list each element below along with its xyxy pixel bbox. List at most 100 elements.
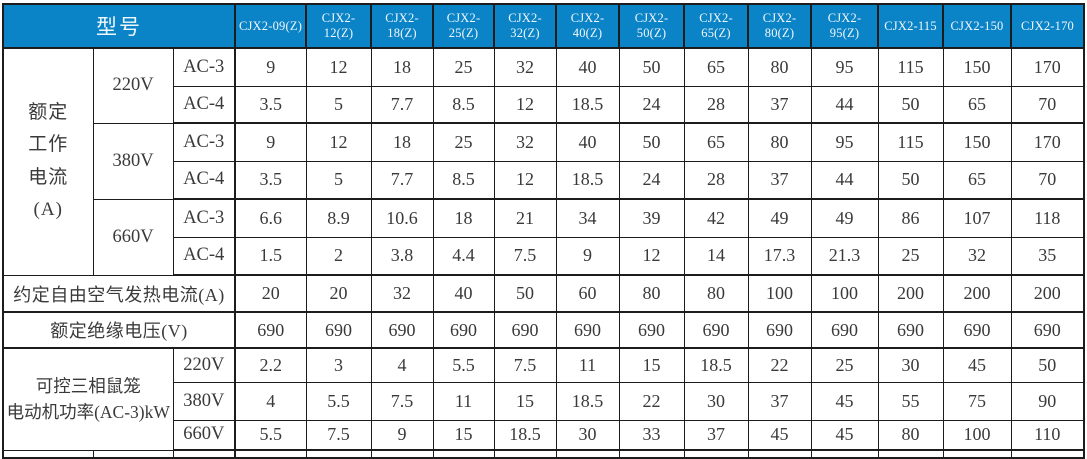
table-row-220v-ac4: AC-4 3.5 5 7.7 8.5 12 18.5 24 28 37 44 50 65 70: [3, 85, 1085, 124]
model-header-cell: CJX2-25(Z): [432, 3, 496, 49]
value-cell: 18.5: [493, 419, 557, 451]
value-cell: 115: [877, 47, 944, 87]
value-cell: 30: [877, 347, 944, 383]
value-cell: 45: [810, 419, 879, 451]
value-cell: 70: [1010, 85, 1085, 124]
voltage-label-220v: 220V: [92, 47, 174, 124]
value-cell: 42: [683, 198, 749, 238]
value-cell: 21: [493, 198, 557, 238]
value-cell: 18.5: [555, 381, 620, 421]
model-header-cell: CJX2-95(Z): [810, 3, 880, 49]
table-row-thermal-current: 约定自由空气发热电流(A) 20 20 32 40 50 60 80 80 100 100 200 2…: [2, 274, 1085, 313]
value-cell: 35: [1010, 236, 1085, 276]
value-cell: 690: [942, 311, 1012, 349]
spec-table: 型号 CJX2-09(Z) CJX2-12(Z) CJX2-18(Z) CJX2-25…: [1, 3, 1085, 459]
table-row-220v-ac3: 额定 工作 电流 (A) 220V AC-3 9 12 18 25 32 40 50 65 80…: [2, 47, 1085, 276]
value-cell: 150: [942, 47, 1012, 87]
value-cell: 80: [683, 274, 749, 313]
value-cell: 37: [747, 85, 812, 124]
value-cell: 4: [370, 347, 434, 383]
voltage-label-660v: 660V: [92, 198, 174, 276]
table-row-power-660v: 660V 5.5 7.5 9 15 18.5 30 33 37 45 45 80 100 110: [3, 419, 1085, 451]
value-cell: 33: [618, 419, 685, 451]
value-cell: 8.9: [305, 198, 372, 238]
value-cell: 6.6: [234, 198, 307, 238]
value-cell: 37: [683, 419, 749, 451]
value-cell: 7.5: [370, 381, 434, 421]
value-cell: 2: [305, 236, 372, 276]
model-header-cell: CJX2-09(Z): [234, 3, 308, 49]
value-cell: 50: [877, 160, 944, 200]
value-cell: 11: [555, 347, 620, 383]
value-cell: 7.7: [370, 85, 434, 124]
value-cell: 15: [493, 381, 557, 421]
value-cell: 30: [683, 381, 749, 421]
value-cell: 30: [555, 419, 620, 451]
value-cell: 18.5: [555, 85, 620, 124]
value-cell: 5: [305, 160, 372, 200]
value-cell: 10.6: [370, 198, 434, 238]
value-cell: 200: [942, 274, 1012, 313]
value-cell: 5.5: [305, 381, 372, 421]
value-cell: 200: [1010, 274, 1085, 313]
value-cell: 5: [305, 85, 372, 124]
model-header-cell: CJX2-32(Z): [493, 3, 558, 49]
model-header-cell: CJX2-150: [942, 3, 1013, 49]
value-cell: 49: [747, 198, 812, 238]
model-header-cell: CJX2-170: [1010, 3, 1085, 49]
value-cell: 50: [493, 274, 557, 313]
cutoff-row: [2, 449, 1085, 458]
value-cell: 7.5: [305, 419, 372, 451]
value-cell: 45: [942, 347, 1012, 383]
value-cell: 12: [493, 160, 557, 200]
value-cell: 22: [618, 381, 685, 421]
value-cell: 65: [683, 47, 749, 87]
model-header-cell: CJX2-50(Z): [618, 3, 686, 49]
value-cell: 40: [555, 47, 620, 87]
category-label-ac3: AC-3: [172, 122, 237, 162]
value-cell: 39: [618, 198, 685, 238]
value-cell: 9: [370, 419, 434, 451]
category-label-ac4: AC-4: [172, 160, 237, 200]
table-row-insulation-voltage: 额定绝缘电压(V) 690 690 690 690 690 690 690 690 690 690…: [2, 311, 1085, 349]
value-cell: 5.5: [432, 347, 495, 383]
value-cell: 9: [234, 47, 307, 87]
voltage-label-220v: 220V: [172, 347, 237, 383]
value-cell: 690: [810, 311, 879, 349]
value-cell: 32: [493, 122, 557, 162]
value-cell: 80: [747, 47, 812, 87]
model-header-cell: CJX2-18(Z): [370, 3, 435, 49]
value-cell: 50: [618, 47, 685, 87]
thermal-current-label: 约定自由空气发热电流(A): [2, 274, 237, 313]
model-header-cell: CJX2-115: [877, 3, 945, 49]
value-cell: 44: [810, 85, 879, 124]
value-cell: 86: [877, 198, 944, 238]
value-cell: 34: [555, 198, 620, 238]
value-cell: 24: [618, 85, 685, 124]
value-cell: 170: [1010, 122, 1085, 162]
value-cell: 3.8: [370, 236, 434, 276]
empty-cell: [1010, 449, 1085, 458]
header-row: 型号 CJX2-09(Z) CJX2-12(Z) CJX2-18(Z) CJX2-25…: [1, 3, 1085, 49]
value-cell: 18.5: [555, 160, 620, 200]
empty-cell: [942, 449, 1012, 458]
value-cell: 49: [810, 198, 879, 238]
category-label-ac3: AC-3: [172, 198, 237, 238]
value-cell: 2.2: [234, 347, 307, 383]
table-row-power-380v: 380V 4 5.5 7.5 11 15 18.5 22 30 37 45 55 75 90: [3, 381, 1085, 421]
value-cell: 170: [1010, 47, 1085, 87]
value-cell: 45: [810, 381, 879, 421]
value-cell: 21.3: [810, 236, 879, 276]
value-cell: 60: [555, 274, 620, 313]
value-cell: 22: [747, 347, 812, 383]
value-cell: 12: [305, 122, 372, 162]
value-cell: 95: [810, 47, 879, 87]
value-cell: 17.3: [747, 236, 812, 276]
empty-cell: [172, 449, 237, 458]
value-cell: 7.7: [370, 160, 434, 200]
value-cell: 690: [370, 311, 434, 349]
value-cell: 5.5: [234, 419, 307, 451]
value-cell: 690: [432, 311, 495, 349]
value-cell: 18.5: [683, 347, 749, 383]
insulation-voltage-label: 额定绝缘电压(V): [2, 311, 237, 349]
